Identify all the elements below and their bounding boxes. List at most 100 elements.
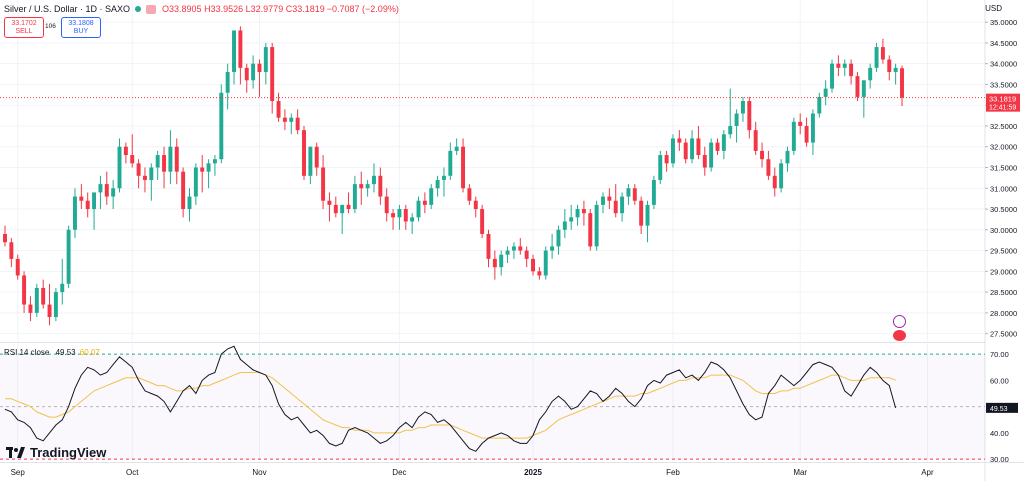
candle[interactable] [772, 167, 777, 197]
candle[interactable] [556, 225, 561, 255]
candle[interactable] [607, 188, 612, 210]
candle[interactable] [849, 59, 854, 85]
candle[interactable] [187, 188, 192, 222]
candle[interactable] [569, 204, 574, 230]
candle[interactable] [734, 109, 739, 143]
candle[interactable] [709, 138, 714, 172]
candle[interactable] [28, 296, 33, 322]
candle[interactable] [352, 175, 357, 214]
candle[interactable] [747, 96, 752, 139]
candle[interactable] [658, 150, 663, 185]
candle[interactable] [632, 184, 637, 205]
candle[interactable] [416, 196, 421, 222]
candle[interactable] [817, 92, 822, 118]
candle[interactable] [804, 117, 809, 147]
candle[interactable] [155, 150, 160, 180]
candle[interactable] [403, 204, 408, 230]
candle[interactable] [206, 159, 211, 189]
candle[interactable] [550, 233, 555, 259]
candle[interactable] [53, 287, 58, 322]
candle[interactable] [117, 138, 122, 193]
candle[interactable] [429, 184, 434, 210]
candle[interactable] [435, 175, 440, 197]
candle[interactable] [85, 192, 90, 218]
candle[interactable] [238, 26, 243, 85]
candle[interactable] [594, 200, 599, 251]
candle[interactable] [715, 138, 720, 156]
candle[interactable] [340, 204, 345, 234]
candle[interactable] [753, 121, 758, 156]
candle[interactable] [302, 125, 306, 180]
candle[interactable] [696, 125, 701, 160]
currency-label[interactable]: USD [985, 4, 1002, 13]
candle[interactable] [651, 175, 656, 210]
candle[interactable] [111, 179, 116, 210]
candle[interactable] [683, 138, 688, 164]
candle[interactable] [346, 192, 351, 214]
candle[interactable] [359, 171, 364, 205]
candle[interactable] [518, 238, 523, 255]
candle[interactable] [791, 117, 796, 156]
candle[interactable] [639, 196, 644, 234]
candle[interactable] [289, 113, 294, 135]
candle[interactable] [3, 225, 7, 247]
candle[interactable] [225, 63, 230, 110]
candle[interactable] [798, 113, 803, 135]
candle[interactable] [34, 283, 39, 318]
candle[interactable] [855, 71, 860, 102]
candle[interactable] [257, 59, 262, 97]
candle[interactable] [740, 96, 745, 122]
candle[interactable] [47, 283, 52, 326]
candle[interactable] [626, 184, 631, 205]
candle[interactable] [664, 150, 669, 172]
candle[interactable] [766, 150, 771, 180]
candle[interactable] [391, 209, 396, 230]
candle[interactable] [212, 155, 217, 176]
candle[interactable] [524, 246, 529, 268]
candle[interactable] [601, 192, 605, 214]
candle[interactable] [671, 134, 675, 168]
flag-icon[interactable] [146, 4, 157, 14]
candle[interactable] [333, 196, 338, 218]
rsi-name[interactable]: RSI 14 close [4, 348, 50, 357]
candle[interactable] [41, 279, 46, 309]
candle[interactable] [73, 188, 77, 239]
candle[interactable] [9, 238, 14, 268]
candle[interactable] [263, 42, 268, 85]
candle[interactable] [645, 200, 650, 243]
candle[interactable] [314, 142, 319, 176]
candle[interactable] [575, 204, 580, 226]
candle[interactable] [486, 229, 491, 268]
candle[interactable] [308, 146, 313, 185]
candle[interactable] [251, 55, 256, 89]
candle[interactable] [22, 271, 27, 313]
candle[interactable] [531, 254, 535, 276]
candle[interactable] [505, 246, 510, 264]
candle[interactable] [874, 42, 879, 72]
candle[interactable] [836, 55, 841, 77]
candle[interactable] [861, 80, 866, 118]
candle[interactable] [15, 254, 20, 280]
candle[interactable] [365, 179, 370, 197]
candle[interactable] [511, 242, 516, 259]
candle[interactable] [130, 134, 135, 168]
candle[interactable] [174, 138, 179, 185]
candle[interactable] [384, 188, 389, 222]
candle[interactable] [79, 184, 84, 210]
candle[interactable] [92, 192, 97, 230]
candle[interactable] [537, 267, 542, 280]
candle[interactable] [880, 38, 885, 64]
candle[interactable] [760, 142, 765, 168]
candle[interactable] [868, 63, 873, 89]
candle[interactable] [244, 63, 249, 93]
candle[interactable] [900, 65, 904, 107]
candle[interactable] [321, 155, 326, 210]
candle[interactable] [721, 130, 726, 160]
candle[interactable] [295, 109, 300, 135]
candle[interactable] [473, 196, 478, 218]
candle[interactable] [677, 130, 682, 151]
candle[interactable] [270, 42, 275, 114]
candle[interactable] [232, 30, 236, 85]
candle[interactable] [66, 225, 71, 288]
